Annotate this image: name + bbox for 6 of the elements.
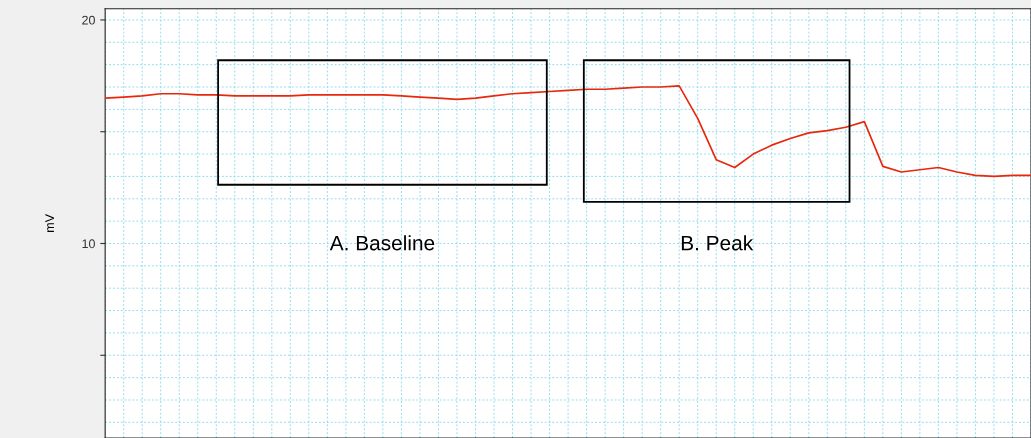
line-series [105,85,1031,178]
annotation: B. Peak [681,235,754,251]
y-tick-label: 20 [82,15,95,25]
y-tick-label: 10 [82,239,95,249]
y-axis-title: mV [45,214,54,232]
annotation: A. Baseline [329,235,435,251]
